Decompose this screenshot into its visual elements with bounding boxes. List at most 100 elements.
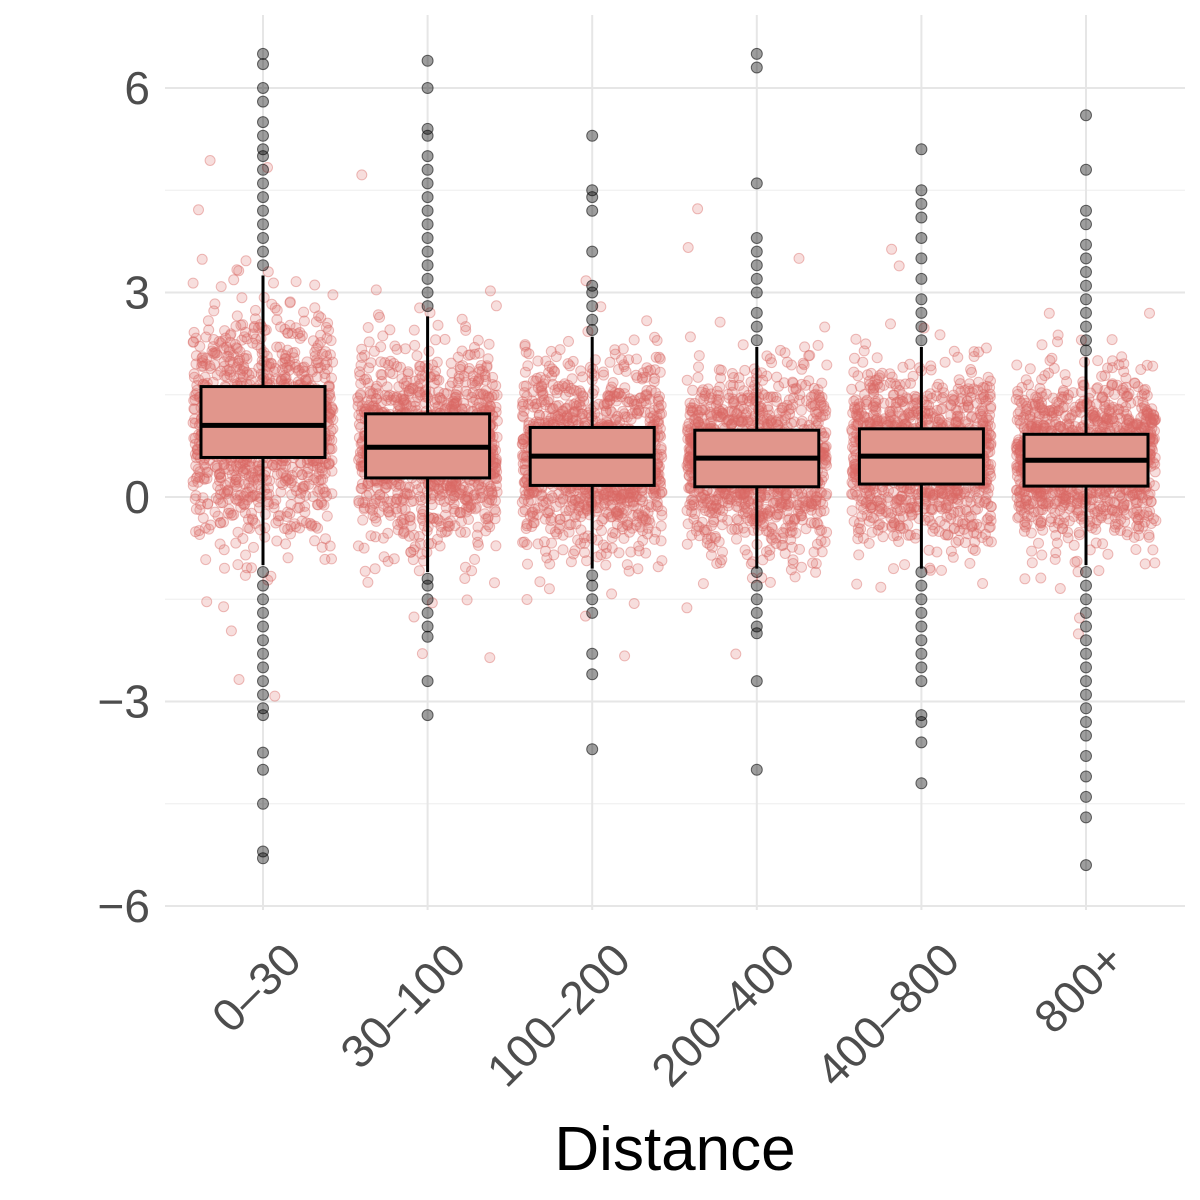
jitter-point (286, 469, 298, 481)
jitter-point (781, 356, 793, 368)
jitter-point (613, 547, 625, 559)
jitter-point (393, 478, 405, 490)
jitter-point (655, 399, 667, 411)
jitter-point (224, 356, 236, 368)
jitter-point (324, 349, 336, 361)
jitter-point (194, 466, 206, 478)
jitter-point (362, 377, 374, 389)
jitter-point (233, 476, 245, 488)
jitter-point (588, 370, 600, 382)
jitter-point (223, 464, 235, 476)
jitter-point (893, 260, 905, 272)
jitter-point (249, 489, 261, 501)
jitter-point (326, 488, 338, 500)
jitter-point (199, 371, 211, 383)
jitter-point (953, 374, 965, 386)
jitter-point (196, 357, 208, 369)
jitter-point (800, 379, 812, 391)
jitter-point (289, 481, 301, 493)
jitter-point (215, 497, 227, 509)
jitter-point (239, 478, 251, 490)
jitter-point (299, 500, 311, 512)
jitter-point (698, 489, 709, 501)
jitter-point (214, 475, 225, 487)
jitter-point (226, 509, 238, 521)
jitter-point (235, 501, 247, 513)
jitter-point (298, 315, 310, 327)
jitter-point (284, 319, 296, 331)
jitter-point (231, 361, 243, 373)
jitter-point (250, 304, 261, 316)
jitter-point (796, 561, 807, 573)
jitter-point (520, 489, 532, 501)
jitter-point (213, 469, 225, 481)
jitter-point (294, 327, 306, 338)
jitter-point (544, 558, 556, 570)
jitter-point (292, 365, 304, 377)
jitter-point (484, 285, 496, 297)
jitter-point (359, 565, 371, 577)
jitter-point (539, 513, 551, 525)
jitter-point (621, 559, 633, 571)
jitter-point (382, 527, 394, 539)
jitter-point (275, 321, 287, 333)
jitter-point (248, 471, 260, 483)
jitter-point (214, 517, 226, 529)
jitter-point (684, 331, 696, 343)
jitter-point (681, 538, 693, 550)
jitter-point (225, 507, 237, 519)
jitter-point (223, 344, 235, 356)
jitter-point (250, 333, 261, 345)
jitter-point (237, 533, 249, 544)
jitter-point (323, 458, 335, 470)
jitter-point (215, 472, 227, 484)
jitter-point (456, 484, 468, 496)
jitter-point (682, 242, 694, 253)
jitter-point (268, 366, 280, 378)
jitter-point (289, 346, 301, 358)
jitter-point (197, 512, 209, 524)
jitter-point (408, 324, 420, 336)
jitter-point (203, 523, 215, 535)
jitter-point (483, 338, 495, 350)
jitter-point (187, 277, 199, 289)
jitter-point (306, 366, 318, 378)
jitter-point (387, 368, 399, 380)
jitter-point (271, 535, 283, 547)
jitter-point (472, 334, 484, 346)
jitter-point (208, 334, 220, 345)
jitter-point (298, 306, 310, 318)
jitter-point (857, 356, 869, 368)
jitter-point (628, 334, 640, 346)
jitter-point (518, 405, 530, 417)
jitter-point (610, 391, 622, 403)
jitter-point (312, 340, 324, 352)
jitter-point (637, 372, 649, 383)
jitter-point (584, 488, 596, 500)
jitter-point (380, 482, 392, 493)
jitter-point (407, 554, 419, 566)
jitter-point (378, 551, 390, 563)
jitter-point (356, 169, 368, 181)
jitter-point (237, 365, 249, 377)
jitter-point (228, 274, 240, 286)
jitter-point (649, 533, 660, 545)
jitter-point (194, 504, 206, 516)
jitter-point (450, 391, 462, 403)
jitter-point (196, 352, 208, 364)
jitter-point (269, 363, 281, 374)
jitter-point (385, 355, 397, 367)
jitter-point (534, 576, 546, 588)
jitter-point (739, 506, 751, 518)
jitter-point (631, 353, 642, 365)
jitter-point (212, 480, 224, 492)
jitter-point (232, 559, 244, 571)
jitter-point (208, 305, 220, 317)
jitter-point (408, 544, 420, 556)
jitter-point (618, 532, 630, 544)
jitter-point (600, 542, 612, 553)
jitter-point (235, 319, 247, 331)
jitter-point (215, 517, 227, 529)
jitter-point (381, 381, 393, 393)
jitter-point (739, 364, 751, 376)
